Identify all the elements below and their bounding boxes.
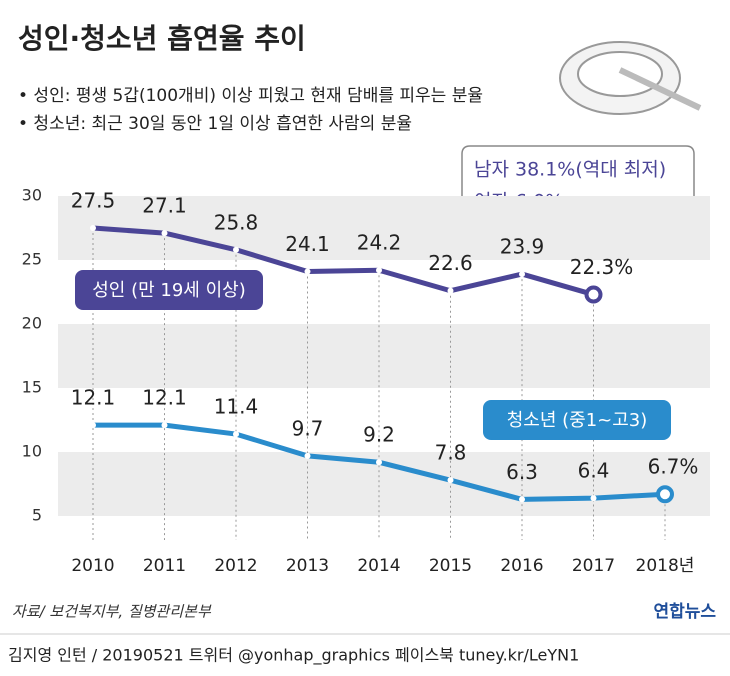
data-point: [161, 230, 168, 237]
grid-band: [58, 324, 710, 388]
data-label: 9.7: [292, 416, 324, 440]
data-point: [90, 422, 96, 429]
x-tick-label: 2016: [500, 556, 543, 576]
data-label: 27.5: [71, 189, 116, 213]
data-label: 23.9: [500, 235, 545, 259]
data-point: [304, 268, 311, 275]
data-label: 12.1: [71, 386, 116, 410]
data-point: [590, 495, 597, 502]
credit: 김지영 인턴 / 20190521 트위터 @yonhap_graphics 페…: [8, 646, 579, 666]
note: • 청소년: 최근 30일 동안 1일 이상 흡연한 사람의 분율: [18, 114, 412, 134]
data-point: [376, 267, 382, 274]
data-point: [233, 431, 239, 438]
x-tick-label: 2013: [286, 556, 329, 576]
annotation: 남자 38.1%(역대 최저): [474, 159, 666, 181]
data-label: 7.8: [435, 441, 467, 465]
y-tick-label: 25: [22, 250, 42, 269]
data-label: 22.6: [428, 251, 473, 275]
data-label: 6.3: [506, 460, 538, 484]
data-label: 24.2: [357, 231, 402, 255]
data-point: [90, 225, 96, 231]
data-label: 11.4: [214, 395, 259, 419]
series-line: [92, 225, 595, 297]
x-tick-label: 2015: [429, 556, 472, 576]
grid-band: [58, 196, 710, 260]
y-tick-label: 20: [22, 314, 42, 333]
legend-label: 청소년 (중1~고3): [507, 410, 648, 431]
data-point: [584, 285, 603, 304]
data-label: 6.7%: [648, 455, 699, 479]
y-tick-label: 5: [32, 506, 42, 525]
y-tick-label: 10: [22, 442, 42, 461]
x-tick-label: 2017: [572, 556, 615, 576]
source: 자료/ 보건복지부, 질병관리본부: [12, 603, 212, 621]
legend-label: 성인 (만 19세 이상): [92, 280, 245, 301]
legend-box: [75, 270, 263, 310]
data-point: [656, 485, 674, 504]
data-label: 12.1: [142, 386, 187, 410]
logo: 연합뉴스: [653, 601, 716, 622]
ashtray-icon: [559, 41, 702, 115]
data-point: [519, 271, 525, 278]
chart-title: 성인·청소년 흡연율 추이: [18, 22, 306, 55]
data-point: [304, 452, 311, 459]
data-point: [233, 246, 239, 253]
x-tick-label: 2014: [357, 556, 400, 576]
data-point: [376, 459, 382, 466]
data-point: [519, 496, 525, 503]
y-tick-label: 15: [22, 378, 42, 397]
x-tick-label: 2018년: [636, 556, 695, 576]
data-label: 6.4: [578, 459, 610, 483]
data-label: 22.3%: [570, 255, 634, 279]
x-tick-label: 2010: [71, 556, 114, 576]
legend-box: [483, 400, 671, 440]
x-tick-label: 2011: [143, 556, 186, 576]
data-label: 25.8: [214, 210, 259, 234]
data-label: 9.2: [363, 423, 395, 447]
note: • 성인: 평생 5갑(100개비) 이상 피웠고 현재 담배를 피우는 분율: [18, 86, 483, 106]
data-point: [447, 287, 454, 294]
x-tick-label: 2012: [214, 556, 257, 576]
y-tick-label: 30: [22, 186, 42, 205]
data-label: 24.1: [285, 232, 330, 256]
data-point: [447, 477, 454, 484]
data-point: [161, 422, 168, 429]
data-label: 27.1: [142, 194, 187, 218]
plot: 5 10 15 20 25 30 2010 2011 2012 2013 2014 2015 2016 2…: [22, 186, 710, 576]
